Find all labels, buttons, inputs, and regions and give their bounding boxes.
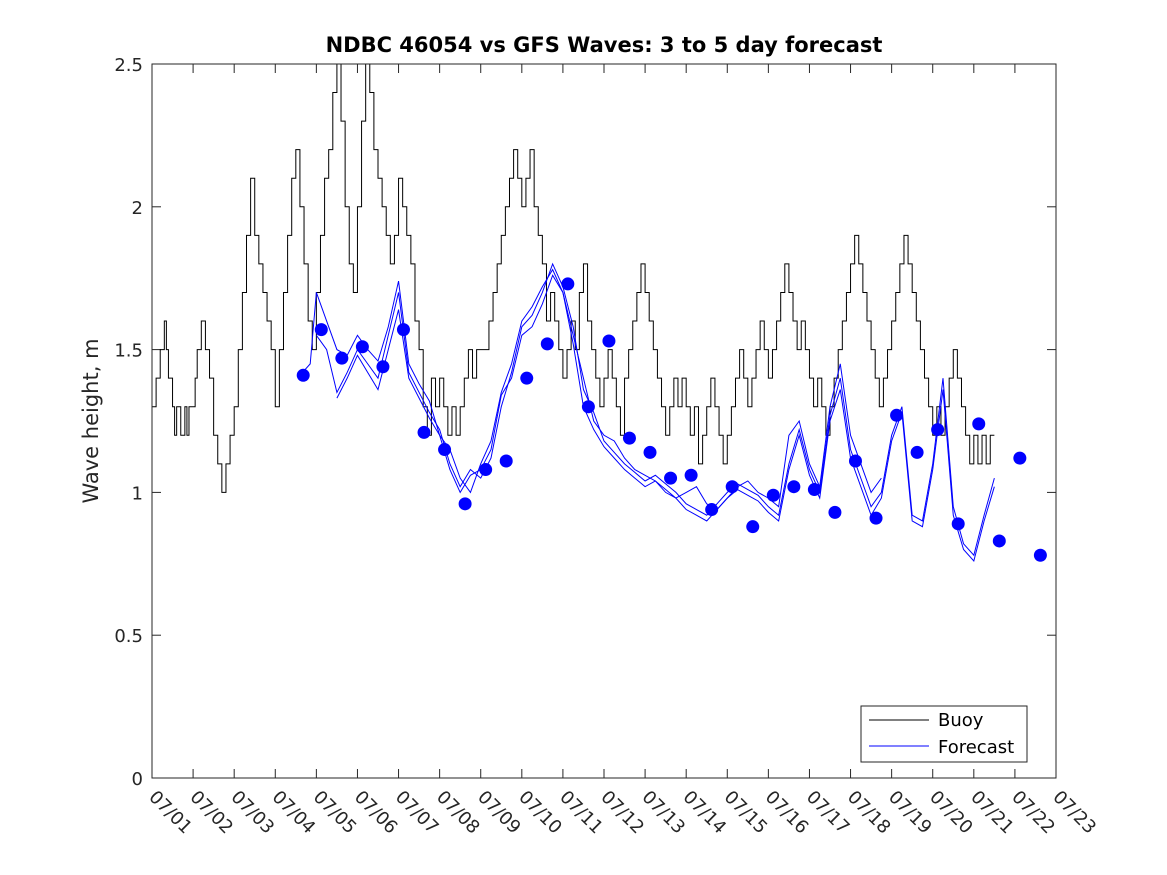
legend: Buoy Forecast (860, 705, 1028, 763)
forecast-marker (376, 360, 390, 374)
forecast-marker (479, 463, 493, 477)
forecast-marker (890, 408, 904, 422)
forecast-marker (725, 480, 739, 494)
forecast-marker (931, 423, 945, 437)
forecast-marker (992, 534, 1006, 548)
forecast-marker (684, 468, 698, 482)
data-layer (152, 64, 1047, 562)
forecast-marker (602, 334, 616, 348)
forecast-marker (664, 471, 678, 485)
y-tick-label: 1.5 (114, 341, 143, 362)
y-tick-label: 1 (132, 483, 143, 504)
forecast-marker (581, 400, 595, 414)
forecast-marker (438, 443, 452, 457)
forecast-marker (1013, 451, 1027, 465)
forecast-marker (1033, 548, 1047, 562)
forecast-marker (951, 517, 965, 531)
forecast-marker (417, 425, 431, 439)
legend-forecast-label: Forecast (938, 737, 1014, 758)
axes-frame (151, 63, 1057, 779)
forecast-marker (972, 417, 986, 431)
forecast-marker (520, 371, 534, 385)
chart-title: NDBC 46054 vs GFS Waves: 3 to 5 day fore… (326, 33, 883, 57)
y-axis-label: Wave height, m (79, 338, 103, 503)
forecast-marker (705, 503, 719, 517)
forecast-marker (766, 488, 780, 502)
forecast-marker (643, 445, 657, 459)
forecast-marker (848, 454, 862, 468)
y-tick-label: 2 (132, 198, 143, 219)
y-tick-label: 0 (132, 769, 143, 790)
y-tick-label: 2.5 (114, 55, 143, 76)
axes-box (151, 63, 1057, 779)
forecast-marker (296, 368, 310, 382)
forecast-marker (314, 323, 328, 337)
legend-buoy-label: Buoy (938, 710, 984, 731)
forecast-marker (458, 497, 472, 511)
forecast-marker (828, 505, 842, 519)
y-tick-label: 0.5 (114, 626, 143, 647)
forecast-marker (869, 511, 883, 525)
forecast-run-line-3 (336, 274, 995, 562)
forecast-marker (540, 337, 554, 351)
forecast-marker (396, 323, 410, 337)
forecast-marker (622, 431, 636, 445)
forecast-marker (746, 520, 760, 534)
forecast-marker (787, 480, 801, 494)
buoy-series-line (152, 64, 995, 493)
forecast-marker (910, 445, 924, 459)
forecast-run-line-1 (299, 268, 882, 511)
forecast-marker (355, 340, 369, 354)
forecast-marker (807, 483, 821, 497)
forecast-marker (335, 351, 349, 365)
forecast-marker (561, 277, 575, 291)
legend-box (860, 705, 1028, 763)
forecast-marker (499, 454, 513, 468)
forecast-run-line-2 (315, 262, 995, 557)
